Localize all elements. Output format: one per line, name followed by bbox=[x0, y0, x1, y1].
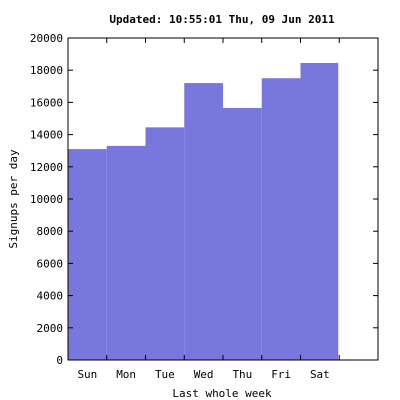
y-tick-label: 18000 bbox=[30, 64, 63, 77]
y-tick-label: 16000 bbox=[30, 96, 63, 109]
y-tick-label: 20000 bbox=[30, 32, 63, 45]
y-tick-label: 4000 bbox=[37, 290, 64, 303]
x-tick-label: Sun bbox=[77, 368, 97, 381]
chart-title: Updated: 10:55:01 Thu, 09 Jun 2011 bbox=[109, 13, 335, 26]
x-tick-label: Fri bbox=[271, 368, 291, 381]
x-tick-label: Thu bbox=[232, 368, 252, 381]
y-tick-label: 2000 bbox=[37, 322, 64, 335]
y-tick-label: 10000 bbox=[30, 193, 63, 206]
bar-wed bbox=[184, 83, 223, 360]
y-tick-label: 14000 bbox=[30, 129, 63, 142]
bar-sat bbox=[300, 62, 339, 361]
x-axis-label: Last whole week bbox=[172, 387, 272, 400]
x-tick-label: Wed bbox=[194, 368, 214, 381]
y-axis-label: Signups per day bbox=[7, 149, 20, 249]
bar-sun bbox=[68, 149, 107, 360]
x-tick-label: Sat bbox=[310, 368, 330, 381]
plot-area: 0 2000 4000 6000 8000 10000 12000 14000 16000 180… bbox=[30, 32, 379, 381]
bar-thu bbox=[223, 108, 262, 360]
x-tick-label: Tue bbox=[155, 368, 175, 381]
y-tick-label: 6000 bbox=[37, 257, 64, 270]
y-tick-label: 0 bbox=[56, 354, 63, 367]
bar-mon bbox=[106, 145, 146, 360]
y-tick-label: 8000 bbox=[37, 225, 64, 238]
bar-fri bbox=[261, 78, 301, 360]
x-tick-label: Mon bbox=[116, 368, 136, 381]
y-tick-label: 12000 bbox=[30, 161, 63, 174]
bar-tue bbox=[145, 127, 185, 360]
